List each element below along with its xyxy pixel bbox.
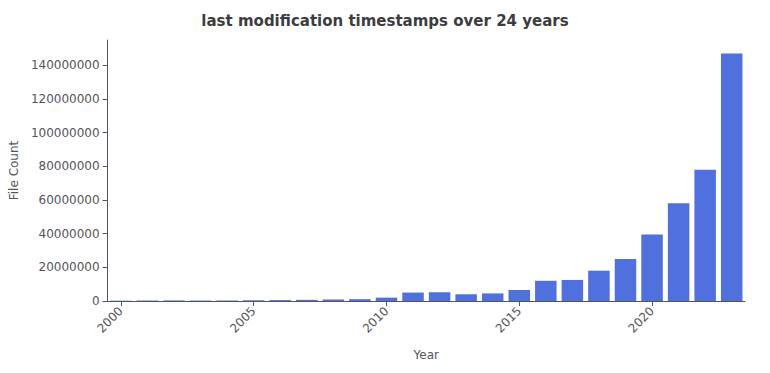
svg-text:2020: 2020 [626, 304, 657, 335]
svg-text:140000000: 140000000 [31, 58, 100, 72]
svg-text:20000000: 20000000 [39, 260, 100, 274]
svg-text:2015: 2015 [493, 304, 524, 335]
svg-text:Year: Year [413, 348, 439, 362]
svg-text:60000000: 60000000 [39, 193, 100, 207]
svg-text:last modification timestamps o: last modification timestamps over 24 yea… [201, 12, 568, 30]
svg-text:File Count: File Count [7, 140, 21, 200]
svg-text:2000: 2000 [94, 304, 125, 335]
svg-text:40000000: 40000000 [39, 227, 100, 241]
svg-text:80000000: 80000000 [39, 159, 100, 173]
svg-text:2005: 2005 [227, 304, 258, 335]
svg-text:100000000: 100000000 [31, 126, 100, 140]
svg-text:2010: 2010 [360, 304, 391, 335]
svg-text:120000000: 120000000 [31, 92, 100, 106]
svg-text:0: 0 [92, 294, 100, 308]
